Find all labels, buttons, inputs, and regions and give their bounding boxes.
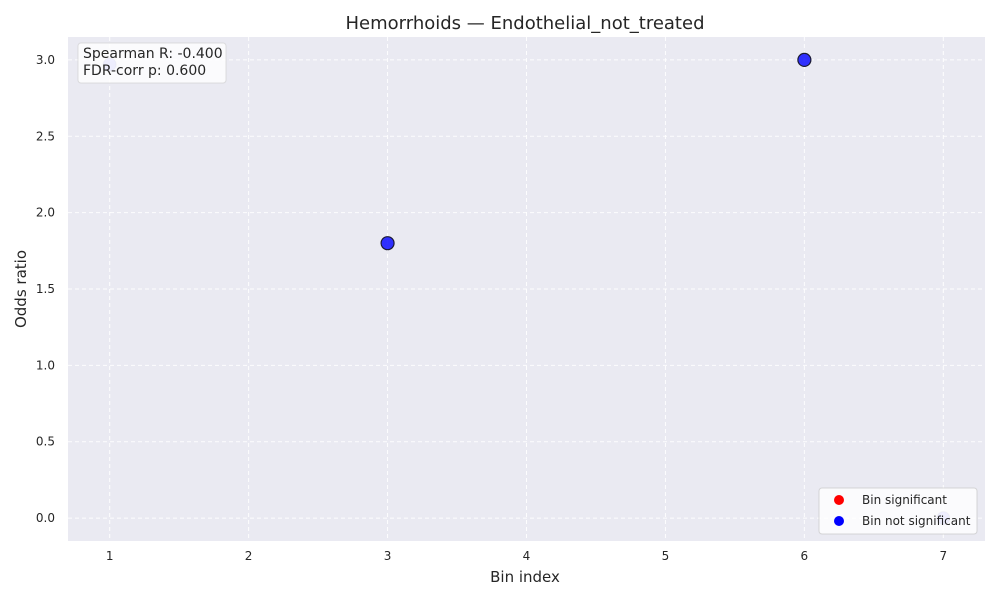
legend-label-significant: Bin significant bbox=[862, 493, 947, 507]
x-tick-label: 5 bbox=[662, 549, 670, 563]
y-tick-label: 2.0 bbox=[36, 206, 55, 220]
y-tick-label: 3.0 bbox=[36, 53, 55, 67]
x-tick-label: 3 bbox=[384, 549, 392, 563]
legend-label-not-significant: Bin not significant bbox=[862, 514, 971, 528]
y-tick-label: 0.5 bbox=[36, 435, 55, 449]
chart-title: Hemorrhoids — Endothelial_not_treated bbox=[346, 13, 705, 34]
legend-background bbox=[818, 487, 978, 535]
y-tick-label: 0.0 bbox=[36, 511, 55, 525]
x-tick-label: 6 bbox=[801, 549, 809, 563]
legend-marker-not-significant bbox=[834, 516, 844, 526]
spearman-r-label: Spearman R: -0.400 bbox=[83, 46, 223, 62]
statistics-annotation: Spearman R: -0.400 FDR-corr p: 0.600 bbox=[77, 42, 227, 84]
x-tick-label: 2 bbox=[245, 549, 253, 563]
y-tick-label: 1.0 bbox=[36, 358, 55, 372]
x-tick-label: 7 bbox=[939, 549, 947, 563]
y-tick-label: 1.5 bbox=[36, 282, 55, 296]
y-tick-labels: 0.0 0.5 1.0 1.5 2.0 2.5 3.0 bbox=[36, 53, 55, 525]
x-tick-label: 4 bbox=[523, 549, 531, 563]
data-point bbox=[380, 236, 395, 251]
x-axis-title: Bin index bbox=[490, 568, 560, 586]
fdr-p-label: FDR-corr p: 0.600 bbox=[83, 63, 206, 79]
y-axis-title: Odds ratio bbox=[12, 250, 30, 328]
legend-marker-significant bbox=[834, 495, 844, 505]
x-tick-labels: 1 2 3 4 5 6 7 bbox=[106, 549, 947, 563]
legend: Bin significant Bin not significant bbox=[818, 487, 978, 535]
y-tick-label: 2.5 bbox=[36, 129, 55, 143]
statistics-box-background bbox=[77, 42, 227, 84]
data-point bbox=[797, 52, 812, 68]
x-tick-label: 1 bbox=[106, 549, 114, 563]
